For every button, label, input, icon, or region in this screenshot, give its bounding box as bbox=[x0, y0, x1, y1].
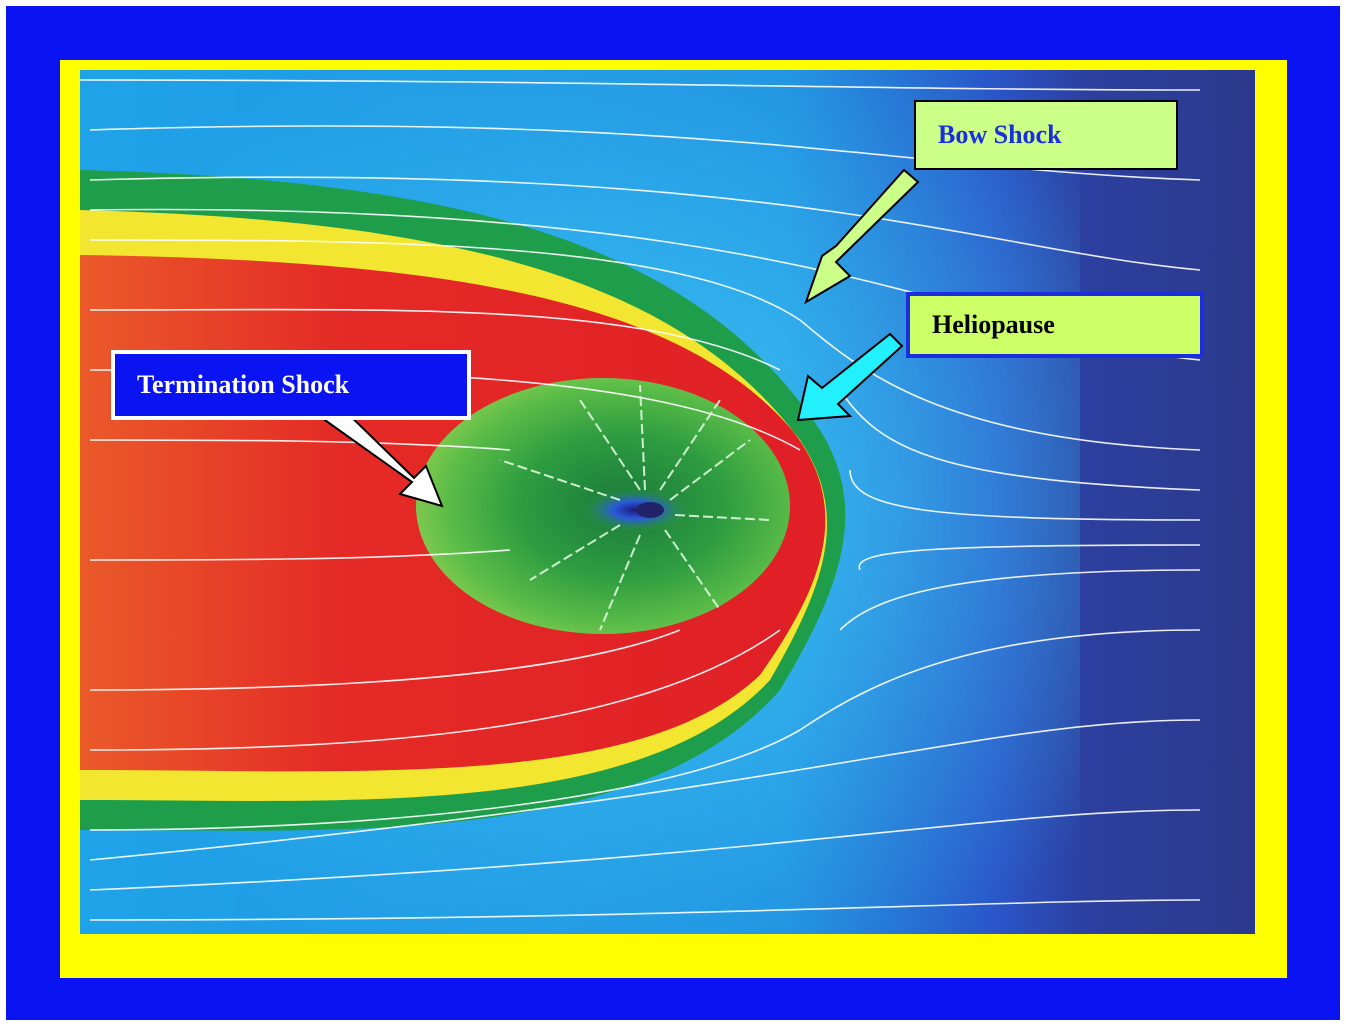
solar-wind-flow-lines bbox=[499, 384, 771, 631]
termination-shock-label: Termination Shock bbox=[111, 350, 471, 420]
heliopause-label: Heliopause bbox=[906, 292, 1204, 358]
heliosphere-diagram bbox=[80, 70, 1255, 934]
streamlines bbox=[80, 79, 1201, 921]
bow-shock-label: Bow Shock bbox=[914, 100, 1178, 170]
bow-shock-arrow bbox=[804, 168, 920, 305]
heliopause-arrow bbox=[796, 332, 904, 422]
bow-shock-text: Bow Shock bbox=[938, 120, 1062, 149]
heliopause-text: Heliopause bbox=[932, 310, 1055, 339]
heliosphere-graphic bbox=[80, 70, 1255, 934]
sun-core bbox=[580, 488, 690, 532]
termination-shock-text: Termination Shock bbox=[137, 370, 350, 399]
